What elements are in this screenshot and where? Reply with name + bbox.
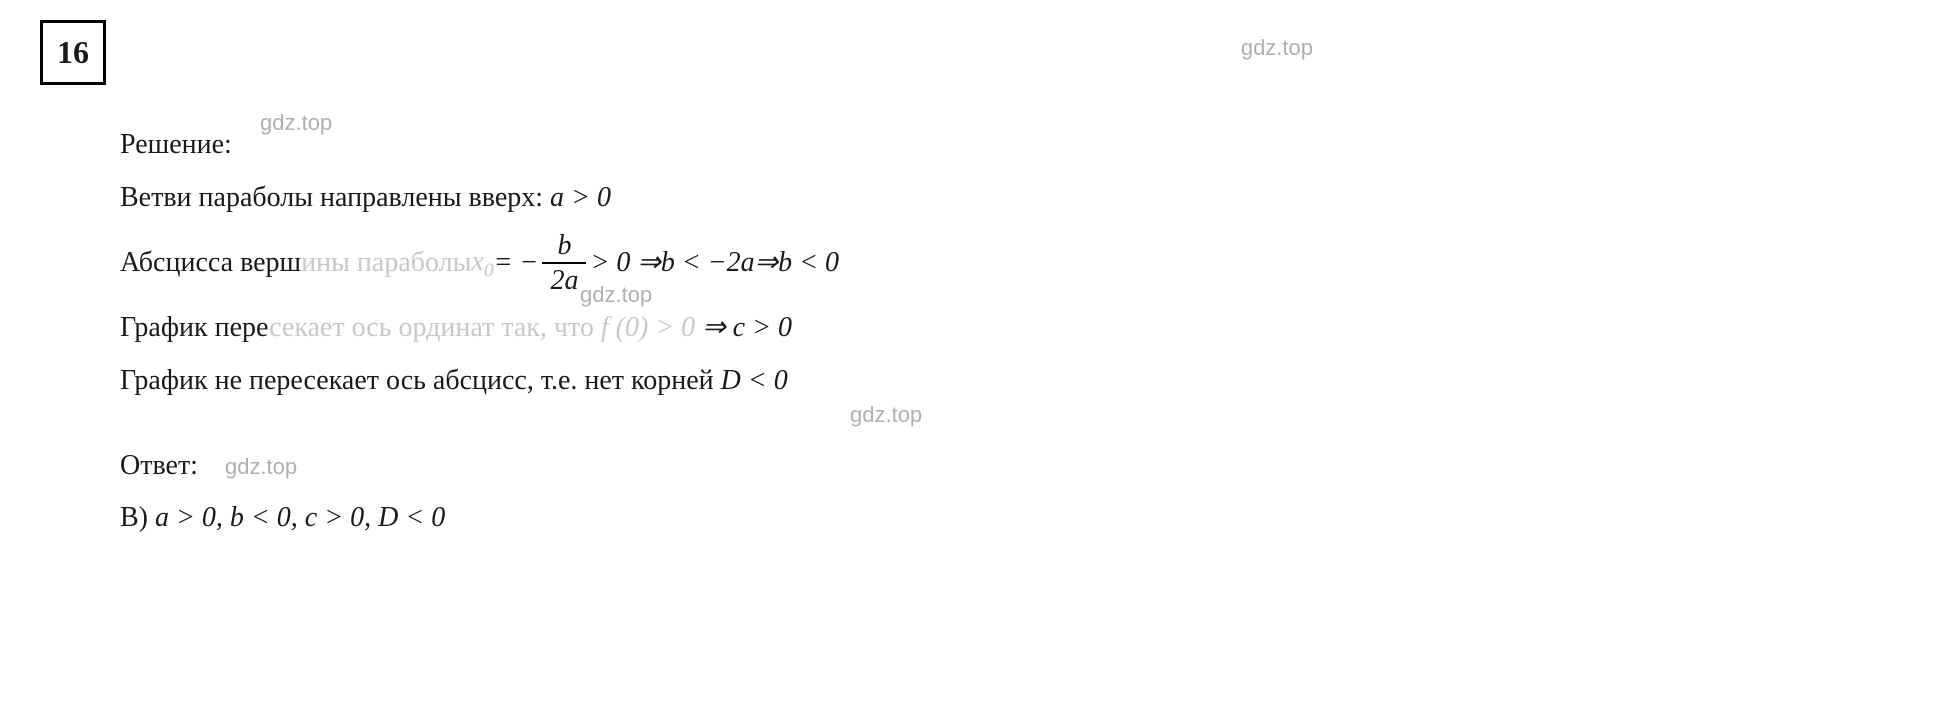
watermark-4: gdz.top xyxy=(225,454,297,479)
problem-number: 16 xyxy=(57,34,89,70)
line2-prefix: Абсцисса верш xyxy=(120,241,301,286)
line-3: График пересекает ось ординат так, что f… xyxy=(120,306,1913,351)
header-row: 16 gdz.top xyxy=(40,20,1913,115)
line4-math: D < 0 xyxy=(721,365,788,396)
frac-num: b xyxy=(542,229,586,265)
line3-faded1: секает ось ординат так, что xyxy=(269,312,601,343)
solution-label-line: Решение: xyxy=(120,123,1913,168)
line-4: График не пересекает ось абсцисс, т.е. н… xyxy=(120,359,1913,404)
answer-label: Ответ: xyxy=(120,450,198,481)
line3-f0: f (0) xyxy=(601,312,648,343)
watermark-3: gdz.top xyxy=(850,397,922,432)
line1-text: Ветви параболы направлены вверх: xyxy=(120,182,550,213)
line1-math: a > 0 xyxy=(550,182,611,213)
problem-number-box: 16 xyxy=(40,20,106,85)
line3-arrow: ⇒ xyxy=(695,312,732,343)
line2-x0: x0 xyxy=(471,240,493,287)
line2-faded: ины параболы xyxy=(301,241,471,286)
line4-text: График не пересекает ось абсцисс, т.е. н… xyxy=(120,365,721,396)
line-2: Абсцисса вершины параболы x0 = −b2a > 0 … xyxy=(120,229,1913,298)
line2-b-lt-0: b < 0 xyxy=(778,241,839,286)
line2-eq: = − xyxy=(494,241,539,286)
answer-math: a > 0, b < 0, c > 0, D < 0 xyxy=(155,502,445,533)
line3-faded2: > 0 xyxy=(648,312,695,343)
answer-text: В) xyxy=(120,502,155,533)
line2-b-lt-2a: b < −2a xyxy=(661,241,755,286)
line3-prefix: График пере xyxy=(120,312,269,343)
solution-content: gdz.top Решение: Ветви параболы направле… xyxy=(120,123,1913,541)
answer-label-line: Ответ: gdz.top xyxy=(120,444,1913,489)
line3-c: c > 0 xyxy=(733,312,792,343)
line-1: Ветви параболы направлены вверх: a > 0 xyxy=(120,176,1913,221)
solution-label: Решение: xyxy=(120,129,232,160)
answer-line: В) a > 0, b < 0, c > 0, D < 0 xyxy=(120,496,1913,541)
line2-arrow2: ⇒ xyxy=(755,241,778,286)
watermark-top-right: gdz.top xyxy=(1241,30,1313,65)
